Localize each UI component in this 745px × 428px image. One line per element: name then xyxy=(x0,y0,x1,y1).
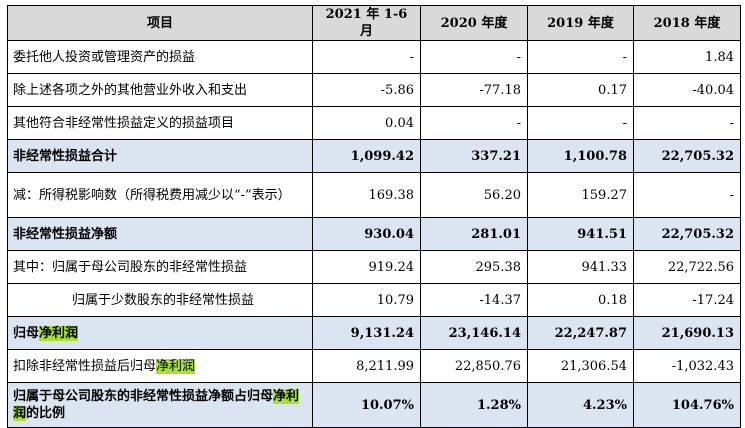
cell-value: -17.24 xyxy=(633,283,741,317)
cell-value: 0.18 xyxy=(527,283,634,317)
cell-value: 22,705.32 xyxy=(633,139,741,173)
cell-value: 104.76% xyxy=(633,382,741,428)
row-label: 委托他人投资或管理资产的损益 xyxy=(7,40,313,74)
cell-value: 0.04 xyxy=(312,106,421,140)
cell-value: 22,722.56 xyxy=(633,250,741,284)
cell-value: 8,211.99 xyxy=(312,349,421,383)
cell-value: 22,705.32 xyxy=(633,217,741,251)
cell-value: 1.28% xyxy=(420,382,528,428)
cell-value: 10.07% xyxy=(312,382,421,428)
table-header-row: 项目 2021 年 1-6 月 2020 年度 2019 年度 2018 年度 xyxy=(7,5,741,41)
cell-value: -77.18 xyxy=(420,73,528,107)
cell-value: 1,100.78 xyxy=(527,139,634,173)
table-row: 减：所得税影响数（所得税费用减少以“-”表示） 169.38 56.20 159… xyxy=(7,172,741,218)
cell-value: - xyxy=(527,106,634,140)
cell-value: 281.01 xyxy=(420,217,528,251)
row-label: 归属于少数股东的非经常性损益 xyxy=(7,283,313,317)
cell-value: 159.27 xyxy=(527,172,634,218)
table-row: 归属于少数股东的非经常性损益 10.79 -14.37 0.18 -17.24 xyxy=(7,283,741,317)
cell-value: 23,146.14 xyxy=(420,316,528,350)
cell-value: 22,850.76 xyxy=(420,349,528,383)
row-label: 其他符合非经常性损益定义的损益项目 xyxy=(7,106,313,140)
cell-value: 10.79 xyxy=(312,283,421,317)
table-row: 扣除非经常性损益后归母净利润 8,211.99 22,850.76 21,306… xyxy=(7,349,741,383)
cell-value: 941.33 xyxy=(527,250,634,284)
header-2019: 2019 年度 xyxy=(527,5,634,41)
cell-value: -1,032.43 xyxy=(633,349,741,383)
row-label-pre: 扣除非经常性损益后归母 xyxy=(13,358,157,374)
row-label: 非经常性损益净额 xyxy=(7,217,313,251)
cell-value: 169.38 xyxy=(312,172,421,218)
cell-value: 0.17 xyxy=(527,73,634,107)
cell-value: 21,690.13 xyxy=(633,316,741,350)
header-2018: 2018 年度 xyxy=(633,5,741,41)
highlighted-term: 净利润 xyxy=(156,358,196,374)
cell-value: - xyxy=(633,106,741,140)
table-row-total: 非经常性损益合计 1,099.42 337.21 1,100.78 22,705… xyxy=(7,139,741,173)
cell-value: 919.24 xyxy=(312,250,421,284)
header-item: 项目 xyxy=(7,5,313,41)
cell-value: 941.51 xyxy=(527,217,634,251)
cell-value: - xyxy=(633,172,741,218)
cell-value: 1.84 xyxy=(633,40,741,74)
cell-value: 4.23% xyxy=(527,382,634,428)
cell-value: -40.04 xyxy=(633,73,741,107)
cell-value: 9,131.24 xyxy=(312,316,421,350)
header-2021h1: 2021 年 1-6 月 xyxy=(312,5,421,41)
cell-value: -14.37 xyxy=(420,283,528,317)
table-row-total: 归属于母公司股东的非经常性损益净额占归母净利润的比例 10.07% 1.28% … xyxy=(7,382,741,428)
cell-value: -5.86 xyxy=(312,73,421,107)
table-row: 委托他人投资或管理资产的损益 - - - 1.84 xyxy=(7,40,741,74)
table-row: 其他符合非经常性损益定义的损益项目 0.04 - - - xyxy=(7,106,741,140)
cell-value: - xyxy=(527,40,634,74)
cell-value: - xyxy=(420,40,528,74)
row-label-post: 的比例 xyxy=(26,406,66,421)
cell-value: 56.20 xyxy=(420,172,528,218)
row-label: 非经常性损益合计 xyxy=(7,139,313,173)
row-label: 减：所得税影响数（所得税费用减少以“-”表示） xyxy=(7,172,313,218)
row-label-pre: 归母 xyxy=(13,325,40,341)
cell-value: 22,247.87 xyxy=(527,316,634,350)
financial-table-container: 项目 2021 年 1-6 月 2020 年度 2019 年度 2018 年度 … xyxy=(7,5,741,428)
table-row-total: 归母净利润 9,131.24 23,146.14 22,247.87 21,69… xyxy=(7,316,741,350)
cell-value: 930.04 xyxy=(312,217,421,251)
table-row-total: 非经常性损益净额 930.04 281.01 941.51 22,705.32 xyxy=(7,217,741,251)
row-label: 归母净利润 xyxy=(7,316,313,350)
cell-value: 295.38 xyxy=(420,250,528,284)
row-label: 归属于母公司股东的非经常性损益净额占归母净利润的比例 xyxy=(7,382,313,428)
highlighted-term: 净利润 xyxy=(39,325,79,341)
cell-value: 337.21 xyxy=(420,139,528,173)
non-recurring-profit-table: 项目 2021 年 1-6 月 2020 年度 2019 年度 2018 年度 … xyxy=(7,5,741,428)
table-row: 其中：归属于母公司股东的非经常性损益 919.24 295.38 941.33 … xyxy=(7,250,741,284)
row-label-pre: 归属于母公司股东的非经常性损益净额占归母 xyxy=(13,389,274,404)
table-row: 除上述各项之外的其他营业外收入和支出 -5.86 -77.18 0.17 -40… xyxy=(7,73,741,107)
header-2020: 2020 年度 xyxy=(420,5,528,41)
row-label: 除上述各项之外的其他营业外收入和支出 xyxy=(7,73,313,107)
cell-value: - xyxy=(420,106,528,140)
cell-value: 1,099.42 xyxy=(312,139,421,173)
cell-value: 21,306.54 xyxy=(527,349,634,383)
row-label: 扣除非经常性损益后归母净利润 xyxy=(7,349,313,383)
row-label: 其中：归属于母公司股东的非经常性损益 xyxy=(7,250,313,284)
cell-value: - xyxy=(312,40,421,74)
